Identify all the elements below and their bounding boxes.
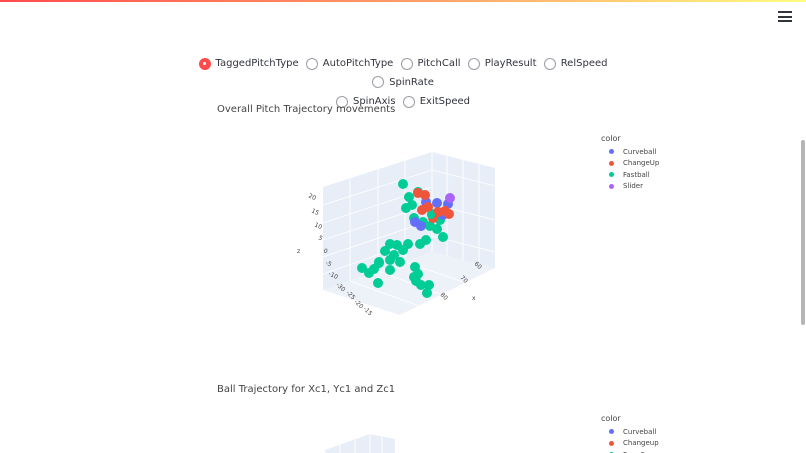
legend-dot-icon: [609, 183, 614, 189]
svg-text:60: 60: [473, 260, 483, 270]
pitch-attribute-radio-group: TaggedPitchType AutoPitchType PitchCall …: [195, 56, 615, 113]
radio-unchecked-icon: [400, 57, 413, 70]
scatter-3d-plot[interactable]: 20 15 10 5 0 -5 -10 z -30 -25 -20 -15 60…: [290, 140, 510, 320]
radio-unchecked-icon: [467, 57, 480, 70]
radio-autopitchtype[interactable]: AutoPitchType: [305, 56, 398, 71]
svg-text:-15: -15: [362, 305, 374, 317]
radio-playresult[interactable]: PlayResult: [467, 56, 541, 71]
svg-text:5: 5: [317, 234, 324, 242]
chart-legend: color Curveball Changeup Four-Seam: [601, 414, 660, 453]
svg-text:10: 10: [313, 221, 323, 231]
radio-pitchcall[interactable]: PitchCall: [400, 56, 465, 71]
legend-dot-icon: [609, 160, 614, 166]
legend-dot-icon: [609, 172, 614, 178]
header-accent-bar: [0, 0, 806, 2]
legend-item-changeup[interactable]: Changeup: [601, 438, 660, 450]
legend-dot-icon: [609, 149, 614, 155]
x-axis-ticks: 60 70 80 x: [439, 260, 483, 302]
radio-spinrate[interactable]: SpinRate: [372, 75, 438, 90]
chart-title: Overall Pitch Trajectory movements: [217, 104, 396, 115]
radio-checked-icon: [198, 57, 211, 70]
legend-item-fastball[interactable]: Fastball: [601, 169, 659, 181]
svg-text:80: 80: [439, 291, 449, 301]
z-axis-ticks: 20 15 10 5 0 -5 -10 z: [297, 192, 339, 281]
legend-item-changeup[interactable]: ChangeUp: [601, 158, 659, 170]
legend-item-curveball[interactable]: Curveball: [601, 426, 660, 438]
page-scrollbar[interactable]: [801, 140, 805, 325]
legend-item-curveball[interactable]: Curveball: [601, 146, 659, 158]
radio-unchecked-icon: [372, 76, 385, 88]
scatter-3d-plot-2[interactable]: [320, 430, 470, 453]
hamburger-menu-icon[interactable]: [778, 11, 792, 23]
radio-unchecked-icon: [402, 95, 415, 108]
radio-taggedpitchtype[interactable]: TaggedPitchType: [198, 56, 303, 71]
svg-text:15: 15: [310, 207, 320, 217]
chart-title: Ball Trajectory for Xc1, Yc1 and Zc1: [217, 384, 396, 395]
legend-title: color: [601, 414, 621, 423]
legend-dot-icon: [609, 429, 614, 435]
legend-dot-icon: [609, 440, 614, 446]
svg-text:20: 20: [307, 192, 317, 202]
radio-unchecked-icon: [335, 95, 348, 108]
svg-text:0: 0: [322, 247, 329, 255]
svg-text:70: 70: [459, 274, 469, 284]
radio-spinaxis[interactable]: SpinAxis: [335, 94, 400, 109]
legend-item-four-seam[interactable]: Four-Seam: [601, 449, 660, 453]
svg-text:-5: -5: [324, 259, 333, 268]
radio-unchecked-icon: [305, 57, 318, 70]
legend-item-slider[interactable]: Slider: [601, 181, 659, 193]
chart-legend: color Curveball ChangeUp Fastball Slider: [601, 134, 659, 192]
svg-text:x: x: [472, 295, 476, 302]
radio-exitspeed[interactable]: ExitSpeed: [402, 94, 474, 109]
radio-unchecked-icon: [543, 57, 556, 70]
radio-relspeed[interactable]: RelSpeed: [543, 56, 612, 71]
svg-text:-10: -10: [327, 270, 339, 281]
legend-title: color: [601, 134, 621, 143]
svg-text:z: z: [297, 248, 300, 255]
